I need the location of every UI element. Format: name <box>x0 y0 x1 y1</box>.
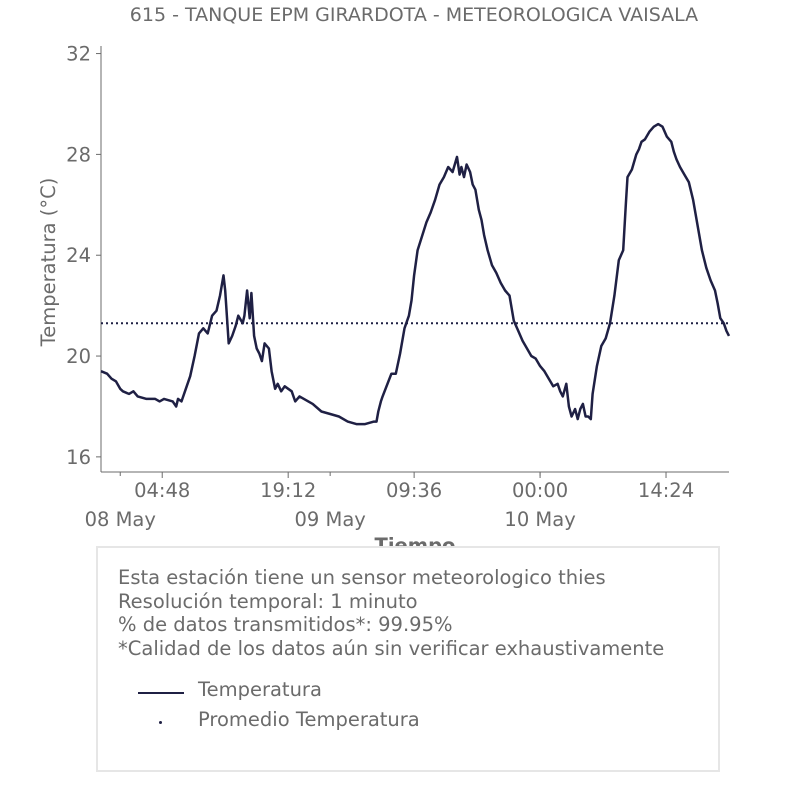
y-axis-label: Temperatura (°C) <box>37 178 60 348</box>
info-line-sensor: Esta estación tiene un sensor meteorolog… <box>118 566 606 589</box>
y-tick-label: 32 <box>66 43 91 66</box>
x-tick-label: 09:36 <box>386 479 442 502</box>
legend-label-temperatura: Temperatura <box>198 678 322 701</box>
y-tick-label: 24 <box>66 244 91 267</box>
y-tick-label: 16 <box>66 446 91 469</box>
info-panel: Esta estación tiene un sensor meteorolog… <box>96 546 720 772</box>
x-date-label: 10 May <box>504 508 575 531</box>
series-line-temperatura <box>100 122 731 426</box>
temperature-chart: 615 - TANQUE EPM GIRARDOTA - METEOROLOGI… <box>37 4 731 557</box>
x-tick-label: 04:48 <box>134 479 190 502</box>
y-tick-label: 20 <box>66 345 91 368</box>
y-tick-label: 28 <box>66 143 91 166</box>
x-date-label: 09 May <box>294 508 365 531</box>
info-line-transmitted: % de datos transmitidos*: 99.95% <box>118 613 453 636</box>
x-tick-label: 14:24 <box>638 479 694 502</box>
info-line-resolution: Resolución temporal: 1 minuto <box>118 589 418 613</box>
x-tick-label: 19:12 <box>260 479 316 502</box>
chart-title: 615 - TANQUE EPM GIRARDOTA - METEOROLOGI… <box>130 4 698 26</box>
info-line-quality: *Calidad de los datos aún sin verificar … <box>118 636 665 660</box>
legend-label-promedio: Promedio Temperatura <box>198 708 420 731</box>
x-tick-label: 00:00 <box>512 479 568 502</box>
info-text: Esta estación tiene un sensor meteorolog… <box>118 566 664 660</box>
legend-line-swatch <box>138 692 184 694</box>
x-date-label: 08 May <box>85 508 156 531</box>
